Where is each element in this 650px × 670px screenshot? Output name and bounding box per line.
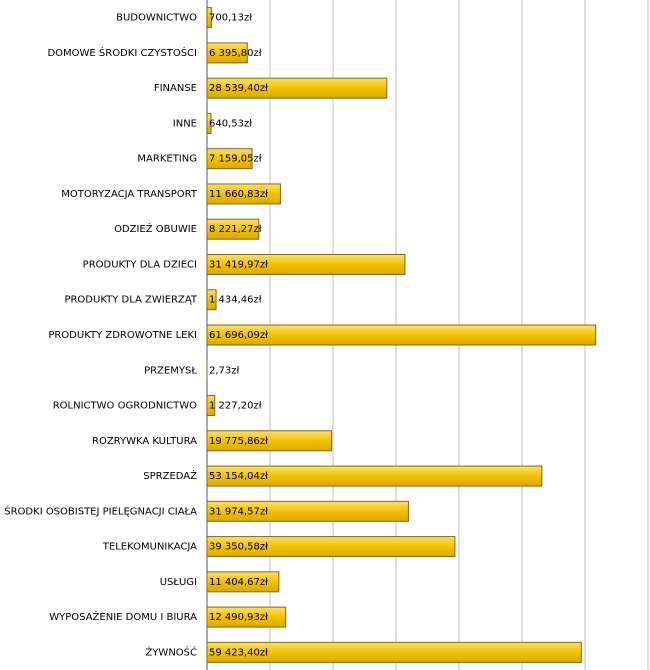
category-label: PRZEMYSŁ [144,365,197,376]
category-label: BUDOWNICTWO [116,13,197,24]
bar [206,430,333,452]
bar [206,641,582,663]
bar [206,148,253,170]
value-label: 2,73zł [209,365,240,376]
value-label: 19 775,86zł [209,436,268,447]
category-label: ODZIEŻ OBUWIE [114,222,197,235]
value-label: 12 490,93zł [209,612,268,623]
value-label: 1 227,20zł [209,401,262,412]
category-label: INNE [173,118,197,129]
category-label: PRODUKTY ZDROWOTNE LEKI [48,330,197,341]
category-label: ŚRODKI OSOBISTEJ PIELĘGNACJI CIAŁA [4,504,197,517]
value-label: 53 154,04zł [209,471,268,482]
bar [206,324,597,346]
category-label: ROZRYWKA KULTURA [92,436,197,447]
bar [206,183,281,205]
bar [206,253,406,275]
bar [206,465,543,487]
bar [206,42,248,64]
category-label: PRODUKTY DLA DZIECI [83,259,197,270]
bar [206,395,216,417]
value-label: 640,53zł [209,118,252,129]
value-label: 28 539,40zł [209,83,268,94]
category-label: USŁUGI [160,577,197,588]
category-label: TELEKOMUNIKACJA [102,542,197,553]
value-label: 8 221,27zł [209,224,262,235]
bar [206,77,388,99]
value-label: 59 423,40zł [209,647,268,658]
bar [206,289,217,311]
category-label: PRODUKTY DLA ZWIERZĄT [64,295,197,306]
category-label: SPRZEDAŻ [143,469,197,482]
category-label: ŻYWNOŚĆ [145,645,197,658]
category-label: MARKETING [137,154,197,165]
value-label: 11 404,67zł [209,577,268,588]
bar [206,218,260,240]
bar [206,606,287,628]
bar [206,536,456,558]
bar [206,7,212,29]
value-label: 700,13zł [209,13,252,24]
value-label: 31 974,57zł [209,506,268,517]
category-label: WYPOSAŻENIE DOMU I BIURA [49,610,197,623]
value-label: 7 159,05zł [209,154,262,165]
category-label: MOTORYZACJA TRANSPORT [61,189,198,200]
value-label: 11 660,83zł [209,189,268,200]
value-label: 61 696,09zł [209,330,268,341]
value-label: 31 419,97zł [209,259,268,270]
value-label: 6 395,80zł [209,48,262,59]
bar [206,571,280,593]
value-label: 39 350,58zł [209,542,268,553]
value-label: 1 434,46zł [209,295,262,306]
bar [206,500,409,522]
category-label: ROLNICTWO OGRODNICTWO [53,401,197,412]
bar [206,112,212,134]
category-label: FINANSE [154,83,197,94]
category-label: DOMOWE ŚRODKI CZYSTOŚCI [47,46,197,59]
